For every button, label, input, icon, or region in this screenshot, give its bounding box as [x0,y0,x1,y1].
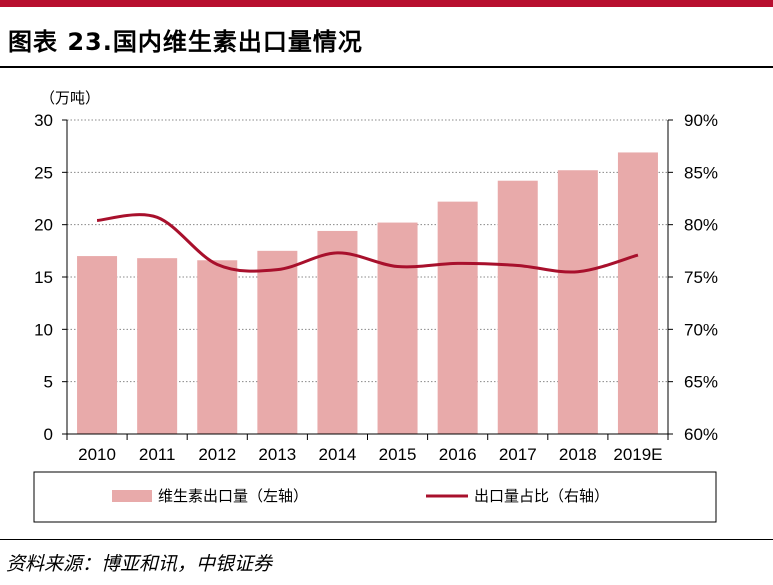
bar-2012 [197,260,238,434]
right-tick-label: 70% [684,320,718,339]
x-tick-label: 2013 [258,445,296,464]
x-tick-label: 2018 [559,445,597,464]
bar-2013 [257,250,298,434]
x-axis-ticks: 2010 2011 2012 2013 2014 2015 2016 2017 2018 2019… [78,445,662,464]
left-axis-unit-label: （万吨） [40,90,100,107]
left-tick-label: 5 [44,373,53,392]
right-tick-label: 80% [684,216,718,235]
right-tick-label: 75% [684,268,718,287]
right-tick-label: 60% [684,425,718,444]
bar-2015 [377,222,418,434]
bar-2017 [497,180,538,434]
right-tick-label: 65% [684,373,718,392]
legend-box [33,471,717,523]
x-tick-label: 2011 [139,445,176,464]
source-note: 资料来源：博亚和讯，中银证券 [6,553,273,575]
bar-2011 [137,258,178,434]
right-axis-ticks: 60% 65% 70% 75% 80% 85% 90% [684,111,718,444]
left-tick-label: 15 [34,268,53,287]
left-tick-label: 10 [34,320,53,339]
top-accent-bar [0,0,773,7]
bar-2010 [77,256,118,434]
right-tick-label: 85% [684,163,718,182]
bar-series [77,152,658,435]
legend-line-label: 出口量占比（右轴） [474,488,609,505]
x-tick-label: 2014 [319,445,357,464]
x-tick-label: 2016 [439,445,477,464]
legend-bar-swatch [112,490,152,502]
legend: 维生素出口量（左轴） 出口量占比（右轴） [33,471,717,523]
bar-2014 [317,230,358,434]
x-tick-label: 2017 [499,445,537,464]
left-tick-label: 25 [34,163,53,182]
x-tick-label: 2019E [613,445,662,464]
left-axis-ticks: 0 5 10 15 20 25 30 [34,111,53,444]
left-tick-label: 20 [34,216,53,235]
title-divider [0,66,773,68]
x-tick-label: 2012 [198,445,236,464]
bar-2019E [617,152,658,435]
line-series [96,213,639,274]
share-line [96,213,639,274]
bar-2016 [437,201,478,434]
right-tick-label: 90% [684,111,718,130]
left-tick-label: 30 [34,111,53,130]
axes [62,119,673,440]
source-divider [0,539,773,540]
bar-2018 [557,170,598,435]
x-tick-label: 2010 [78,445,116,464]
legend-bar-label: 维生素出口量（左轴） [158,488,308,505]
chart-title: 图表 23.国内维生素出口量情况 [8,28,363,56]
x-tick-label: 2015 [379,445,417,464]
left-tick-label: 0 [44,425,53,444]
